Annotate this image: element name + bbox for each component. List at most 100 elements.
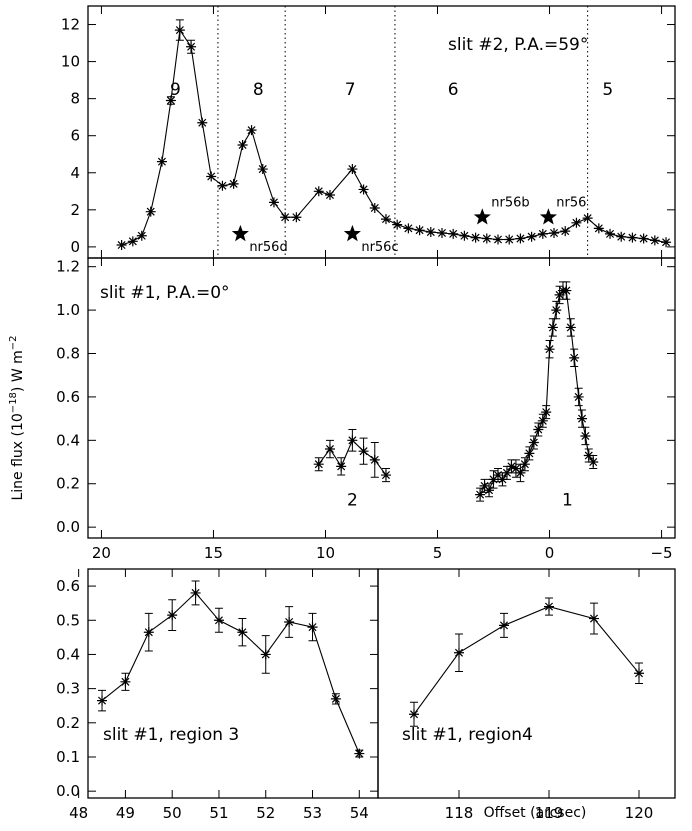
data-point bbox=[544, 601, 554, 612]
panel-title: slit #2, P.A.=59° bbox=[448, 35, 588, 55]
x-tick-label: 52 bbox=[256, 804, 275, 822]
y-tick-label: 1.2 bbox=[56, 258, 80, 276]
series-line bbox=[479, 290, 594, 495]
data-point bbox=[573, 391, 584, 402]
y-tick-label: 6 bbox=[70, 127, 80, 145]
panel-title: slit #1, P.A.=0° bbox=[100, 283, 230, 303]
x-tick-label: 0 bbox=[545, 544, 555, 562]
data-point bbox=[369, 454, 380, 465]
data-point bbox=[528, 437, 539, 448]
data-point bbox=[392, 219, 403, 230]
data-point bbox=[268, 197, 279, 208]
y-tick-label: 0.0 bbox=[56, 782, 80, 800]
data-point bbox=[237, 139, 248, 150]
data-point bbox=[627, 232, 638, 243]
data-point bbox=[197, 117, 208, 128]
error-bar bbox=[175, 19, 184, 41]
panel-middle: 0.0 0.2 0.4 0.6 0.8 1.0 1.2 20 15 10 5 0 −5 slit #1, … bbox=[56, 257, 676, 562]
x-tick-label: −5 bbox=[650, 544, 672, 562]
data-point bbox=[551, 305, 562, 316]
data-point bbox=[324, 444, 335, 455]
data-point bbox=[403, 223, 414, 234]
x-tick-label: 54 bbox=[350, 804, 369, 822]
data-point bbox=[470, 232, 481, 243]
data-point bbox=[409, 709, 419, 720]
y-tick-label: 0.3 bbox=[56, 680, 80, 698]
data-point bbox=[217, 180, 228, 191]
data-point bbox=[510, 463, 521, 474]
data-point bbox=[291, 212, 302, 223]
data-point bbox=[583, 450, 594, 461]
error-bar bbox=[166, 96, 175, 105]
y-tick-label: 0.2 bbox=[56, 714, 80, 732]
data-point bbox=[97, 695, 108, 706]
region-label: 2 bbox=[347, 490, 358, 510]
star-marker bbox=[473, 208, 491, 225]
data-point bbox=[330, 693, 341, 704]
data-point bbox=[533, 424, 544, 435]
data-point bbox=[582, 213, 593, 224]
data-point bbox=[347, 435, 358, 446]
plot-frame bbox=[377, 568, 676, 799]
x-tick-label: 51 bbox=[209, 804, 228, 822]
data-point bbox=[571, 217, 582, 228]
data-point bbox=[588, 457, 599, 468]
star-label: nr56c bbox=[361, 240, 398, 255]
data-point bbox=[167, 610, 178, 621]
x-tick-label: 118 bbox=[445, 804, 474, 822]
data-point bbox=[354, 748, 365, 759]
data-point bbox=[593, 223, 604, 234]
star-marker bbox=[231, 224, 249, 242]
data-point bbox=[324, 190, 335, 200]
data-point bbox=[560, 226, 571, 237]
data-point bbox=[336, 461, 347, 472]
x-tick-label: 119 bbox=[535, 804, 564, 822]
y-tick-label: 0.6 bbox=[56, 577, 80, 595]
x-tick-label: 5 bbox=[433, 544, 443, 562]
data-point bbox=[519, 459, 530, 470]
star-marker bbox=[343, 224, 361, 242]
x-tick-label: 20 bbox=[92, 544, 111, 562]
data-point bbox=[260, 649, 271, 660]
data-point bbox=[484, 485, 495, 496]
data-point bbox=[156, 156, 167, 167]
data-point bbox=[561, 285, 572, 296]
panel-title: slit #1, region4 bbox=[402, 725, 533, 745]
data-point bbox=[307, 622, 318, 633]
data-point bbox=[501, 467, 512, 478]
region-label: 9 bbox=[170, 80, 181, 100]
data-point bbox=[143, 627, 154, 638]
data-point bbox=[504, 234, 515, 245]
y-tick-label: 0.4 bbox=[56, 645, 80, 663]
data-point bbox=[524, 448, 535, 459]
data-point bbox=[127, 236, 138, 247]
data-point bbox=[506, 461, 517, 472]
data-point bbox=[257, 164, 268, 175]
y-tick-label: 0.1 bbox=[56, 748, 80, 766]
data-point bbox=[515, 233, 526, 244]
y-tick-label: 2 bbox=[70, 201, 80, 219]
data-point bbox=[280, 212, 291, 223]
y-tick-label: 4 bbox=[70, 164, 80, 182]
data-point bbox=[580, 430, 591, 441]
panel-bottom-left: 0.0 0.1 0.2 0.3 0.4 0.5 0.6 48 49 50 51 52 53 54 slit … bbox=[56, 568, 379, 822]
data-point bbox=[425, 227, 436, 238]
y-tick-label: 0.4 bbox=[56, 431, 80, 449]
data-point bbox=[488, 474, 499, 485]
data-point bbox=[638, 233, 649, 244]
data-point bbox=[136, 230, 147, 241]
region-label: 6 bbox=[448, 80, 459, 100]
data-point bbox=[577, 413, 588, 424]
y-tick-label: 0.8 bbox=[56, 345, 80, 363]
data-point bbox=[454, 647, 464, 658]
data-point bbox=[284, 616, 295, 627]
error-bar bbox=[187, 39, 196, 54]
panel-bottom-right: 118 119 120 slit #1, region4 bbox=[377, 568, 676, 822]
data-point bbox=[634, 668, 644, 679]
series-line bbox=[413, 606, 640, 715]
data-point bbox=[190, 587, 201, 598]
data-point bbox=[541, 407, 552, 418]
data-point bbox=[649, 235, 660, 246]
